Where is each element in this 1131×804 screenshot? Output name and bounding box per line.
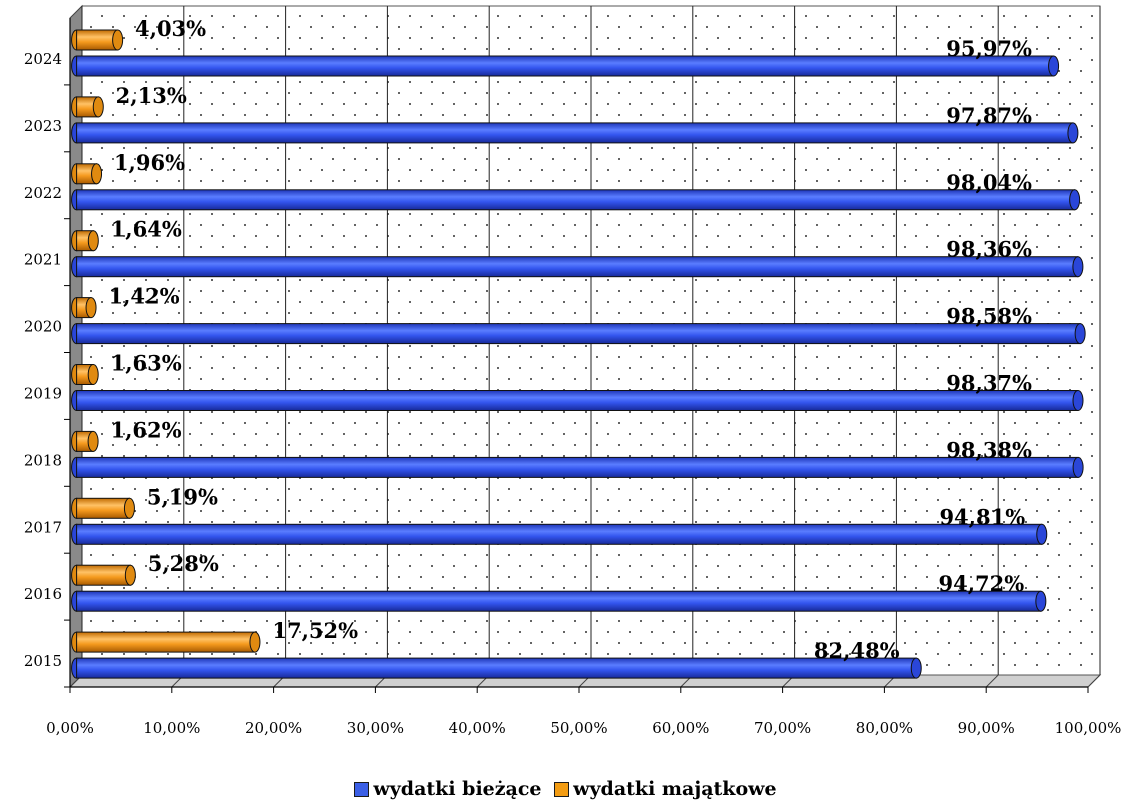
y-tick-label: 2020 — [24, 318, 62, 336]
data-label-majatkowe: 5,19% — [147, 484, 218, 509]
axes: 0,00% 10,00% 20,00% 30,00% 40,00% 50,00% 60,00… — [46, 18, 1121, 737]
data-label-biezace: 98,58% — [946, 304, 1032, 329]
x-tick-label: 60,00% — [652, 719, 709, 737]
y-tick-label: 2023 — [24, 117, 62, 135]
y-tick-label: 2018 — [24, 451, 62, 469]
data-label-biezace: 98,36% — [946, 237, 1032, 262]
data-label-biezace: 98,04% — [946, 170, 1032, 195]
y-tick-label: 2017 — [24, 518, 62, 536]
x-tick-label: 30,00% — [347, 719, 404, 737]
bar-biezace-2021 — [71, 256, 1084, 278]
data-label-majatkowe: 2,13% — [116, 83, 187, 108]
y-tick-label: 2016 — [24, 585, 62, 603]
legend-swatch-majatkowe — [554, 781, 570, 797]
data-label-majatkowe: 1,63% — [111, 351, 182, 376]
data-label-majatkowe: 1,42% — [108, 284, 179, 309]
bar-biezace-2024 — [71, 55, 1060, 77]
x-tick-label: 10,00% — [143, 719, 200, 737]
data-label-majatkowe: 1,62% — [110, 417, 181, 442]
y-tick-label: 2022 — [24, 184, 62, 202]
data-label-biezace: 94,72% — [939, 571, 1025, 596]
bar-majatkowe-2017 — [71, 497, 135, 519]
data-label-biezace: 82,48% — [814, 638, 900, 663]
x-tick-label: 80,00% — [856, 719, 913, 737]
bar-majatkowe-2020 — [71, 297, 97, 319]
x-tick-label: 100,00% — [1055, 719, 1122, 737]
data-label-biezace: 97,87% — [946, 103, 1032, 128]
bar-biezace-2022 — [71, 189, 1081, 211]
y-tick-label: 2019 — [24, 385, 62, 403]
bar-biezace-2023 — [71, 122, 1079, 144]
x-tick-label: 70,00% — [754, 719, 811, 737]
data-label-majatkowe: 1,64% — [111, 217, 182, 242]
x-tick-label: 50,00% — [550, 719, 607, 737]
legend-swatch-biezace — [354, 781, 370, 797]
bar-majatkowe-2015 — [71, 631, 261, 653]
floor-gridline — [985, 674, 999, 688]
bar-biezace-2017 — [71, 523, 1048, 545]
data-label-majatkowe: 5,28% — [148, 551, 219, 576]
data-label-biezace: 98,38% — [946, 437, 1032, 462]
bars — [71, 29, 1086, 679]
legend-label-biezace: wydatki bieżące — [373, 778, 542, 800]
bar-biezace-2020 — [71, 323, 1086, 345]
legend-label-majatkowe: wydatki majątkowe — [573, 778, 777, 800]
legend-item-majatkowe: wydatki majątkowe — [554, 778, 777, 800]
bar-majatkowe-2019 — [71, 364, 99, 385]
data-label-biezace: 98,37% — [946, 371, 1032, 396]
y-tick-label: 2015 — [24, 652, 62, 670]
x-tick-label: 20,00% — [245, 719, 302, 737]
legend: wydatki bieżące wydatki majątkowe — [0, 778, 1131, 802]
bar-majatkowe-2023 — [71, 96, 104, 118]
bar-biezace-2018 — [71, 456, 1084, 478]
y-tick-label: 2024 — [24, 50, 62, 68]
labels: 2015 17,52% 82,48% 2016 5,28% 94,72% 2017 5,19%… — [24, 16, 1032, 670]
bar-majatkowe-2018 — [71, 430, 99, 452]
x-tick-label: 0,00% — [46, 719, 94, 737]
legend-item-biezace: wydatki bieżące — [354, 778, 542, 800]
bar-majatkowe-2021 — [71, 230, 99, 252]
bar-biezace-2019 — [71, 390, 1084, 411]
floor-gridline — [1087, 674, 1101, 688]
x-tick-label: 40,00% — [449, 719, 506, 737]
bar-majatkowe-2016 — [71, 564, 136, 586]
data-label-biezace: 94,81% — [939, 504, 1025, 529]
bar-majatkowe-2024 — [71, 29, 124, 51]
data-label-majatkowe: 4,03% — [135, 16, 206, 41]
bar-majatkowe-2022 — [71, 163, 103, 185]
bar-biezace-2016 — [71, 590, 1047, 612]
bar-biezace-2015 — [71, 657, 922, 679]
x-tick-label: 90,00% — [958, 719, 1015, 737]
data-label-biezace: 95,97% — [946, 36, 1032, 61]
y-tick-label: 2021 — [24, 251, 62, 269]
data-label-majatkowe: 1,96% — [114, 150, 185, 175]
data-label-majatkowe: 17,52% — [272, 618, 358, 643]
